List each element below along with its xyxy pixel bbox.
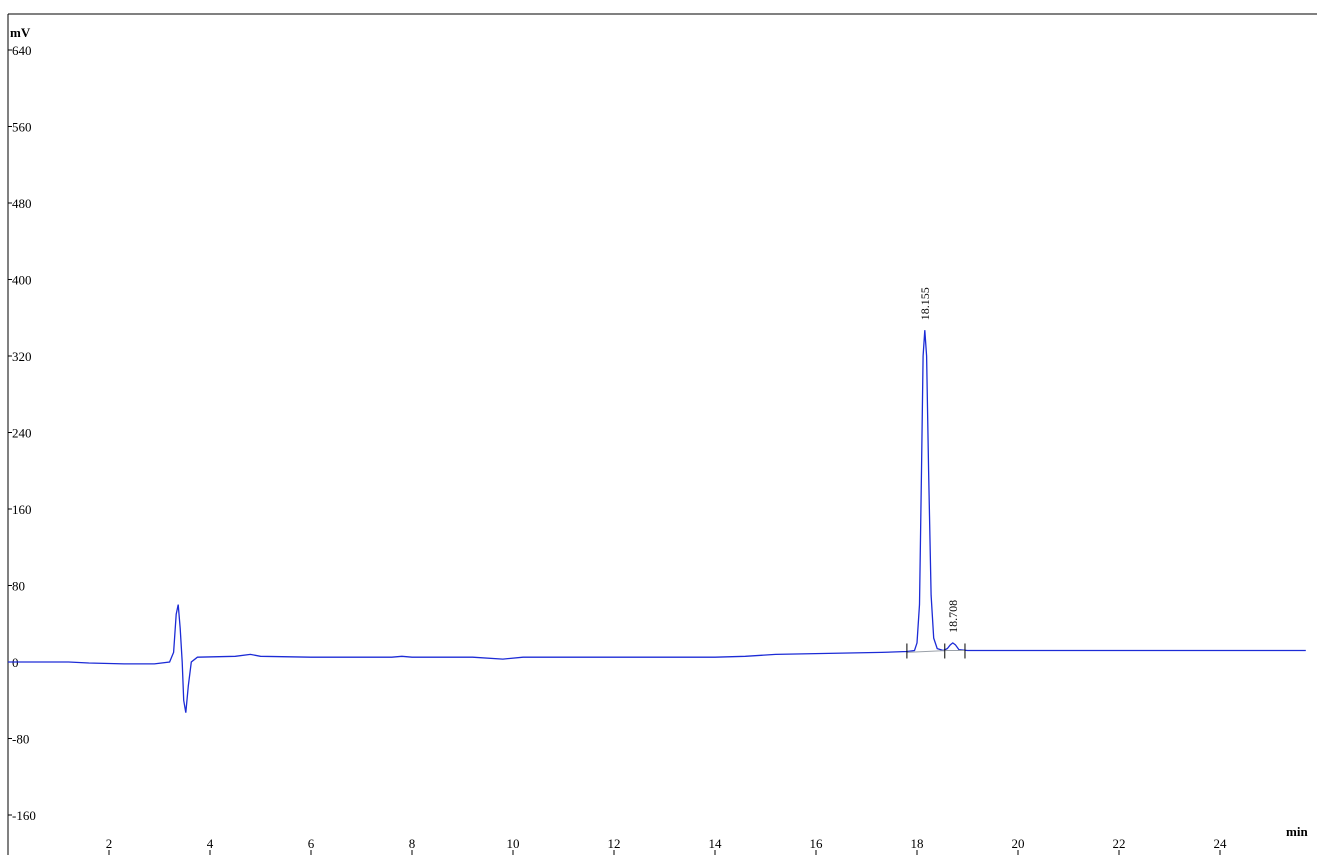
x-tick-label: 22 [1113,836,1126,851]
x-tick-label: 18 [911,836,924,851]
x-tick-label: 6 [308,836,315,851]
x-tick-label: 14 [709,836,723,851]
x-axis-unit-label: min [1286,824,1308,839]
y-tick-label: 640 [12,43,32,58]
y-tick-label: 80 [12,579,25,594]
y-tick-label: 560 [12,120,32,135]
signal-trace [8,330,1306,713]
x-tick-label: 20 [1012,836,1025,851]
y-tick-label: -80 [12,732,29,747]
x-tick-label: 4 [207,836,214,851]
integration-baseline [906,650,965,653]
x-tick-label: 2 [106,836,113,851]
y-tick-label: 480 [12,196,32,211]
y-tick-label: 160 [12,502,32,517]
baseline-layer [906,650,965,653]
peak-marker-layer [906,643,966,659]
y-tick-label: 320 [12,349,32,364]
y-tick-label: 240 [12,426,32,441]
y-tick-label: -160 [12,808,36,823]
y-axis-unit-label: mV [10,25,31,40]
x-tick-label: 12 [608,836,621,851]
peak-retention-label: 18.155 [918,287,932,320]
peak-retention-label: 18.708 [946,600,960,633]
x-tick-label: 8 [409,836,416,851]
series-layer [8,330,1306,713]
x-tick-label: 16 [810,836,824,851]
peak-label-layer: 18.155 18.708 [918,287,960,633]
y-tick-label: 400 [12,273,32,288]
x-axis-ticks: 2 4 6 8 10 12 14 16 18 20 22 24 [106,836,1227,855]
x-tick-label: 24 [1214,836,1228,851]
x-tick-label: 10 [507,836,520,851]
